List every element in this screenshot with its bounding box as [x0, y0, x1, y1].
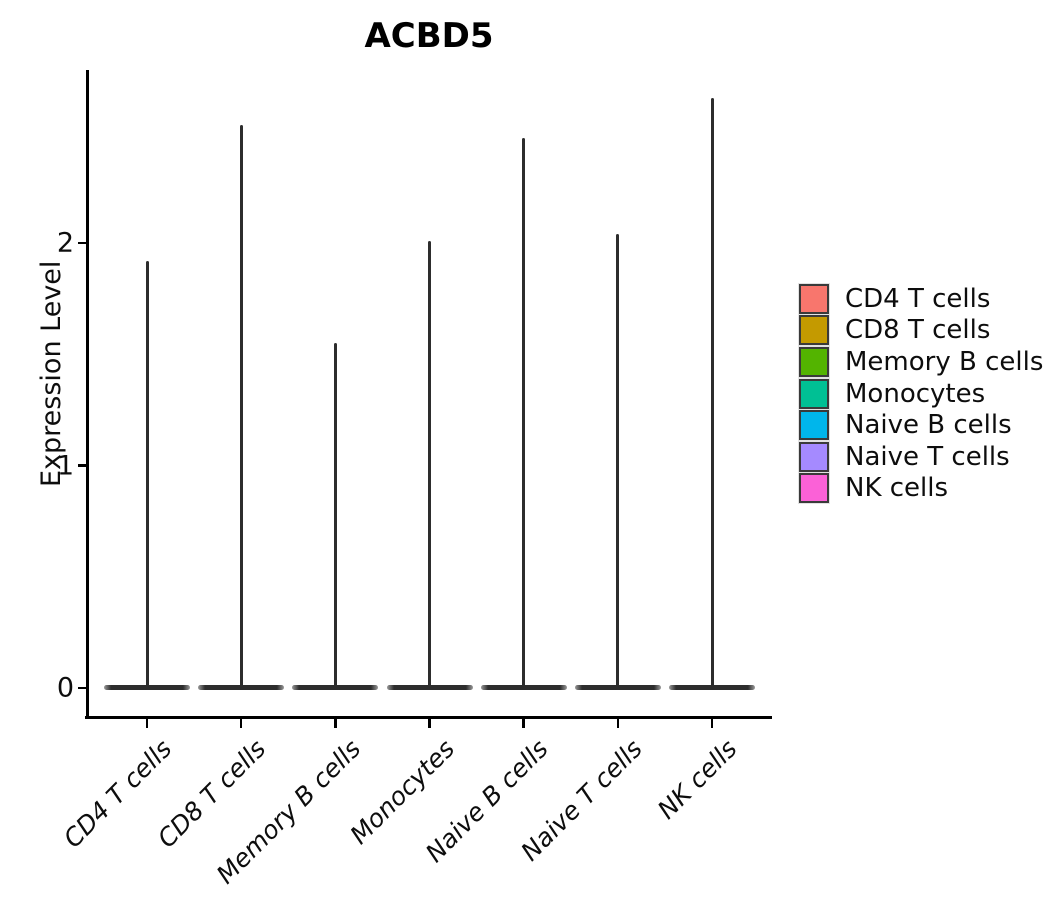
legend-key-swatch	[799, 346, 829, 377]
violin-base	[480, 685, 567, 690]
violin-base	[198, 685, 285, 690]
x-tick-mark	[428, 719, 431, 728]
violin-base	[386, 685, 473, 690]
y-tick-label: 0	[56, 672, 74, 704]
y-axis-line	[86, 70, 89, 719]
y-tick-mark	[78, 241, 87, 245]
violin-base	[574, 685, 661, 690]
violin-spike	[333, 343, 337, 689]
legend-key-swatch	[799, 283, 829, 314]
violin-spike	[145, 260, 149, 689]
violin-base	[669, 685, 755, 690]
x-axis-line	[85, 716, 772, 719]
plot-title: ACBD5	[364, 16, 494, 56]
legend-label: Monocytes	[845, 378, 986, 409]
x-tick-mark	[616, 719, 620, 728]
x-tick-label: NK cells	[651, 734, 743, 825]
y-tick-mark	[78, 464, 87, 467]
legend-label: Naive B cells	[845, 410, 1012, 441]
legend-key-swatch	[799, 410, 829, 441]
y-tick-label: 1	[56, 450, 74, 481]
legend-key-swatch	[799, 473, 829, 504]
violin-base	[104, 685, 190, 690]
legend-label: CD4 T cells	[845, 283, 991, 314]
violin-spike	[239, 125, 243, 689]
x-tick-mark	[334, 719, 337, 728]
violin-spike	[616, 234, 620, 689]
y-tick-label: 2	[56, 227, 74, 259]
legend-key-swatch	[799, 441, 829, 472]
violin-base	[292, 685, 379, 690]
x-tick-mark	[522, 719, 525, 728]
legend-label: Naive T cells	[845, 441, 1010, 472]
x-tick-mark	[145, 719, 149, 728]
legend-label: Memory B cells	[845, 346, 1044, 377]
x-tick-mark	[710, 719, 714, 728]
x-tick-mark	[239, 719, 243, 728]
legend-label: NK cells	[845, 473, 949, 504]
violin-spike	[710, 98, 714, 689]
legend-key-swatch	[799, 315, 829, 346]
legend-label: CD8 T cells	[845, 315, 991, 346]
y-tick-mark	[78, 686, 87, 690]
legend-key-swatch	[799, 378, 829, 409]
violin-spike	[428, 240, 431, 689]
violin-spike	[522, 138, 526, 689]
